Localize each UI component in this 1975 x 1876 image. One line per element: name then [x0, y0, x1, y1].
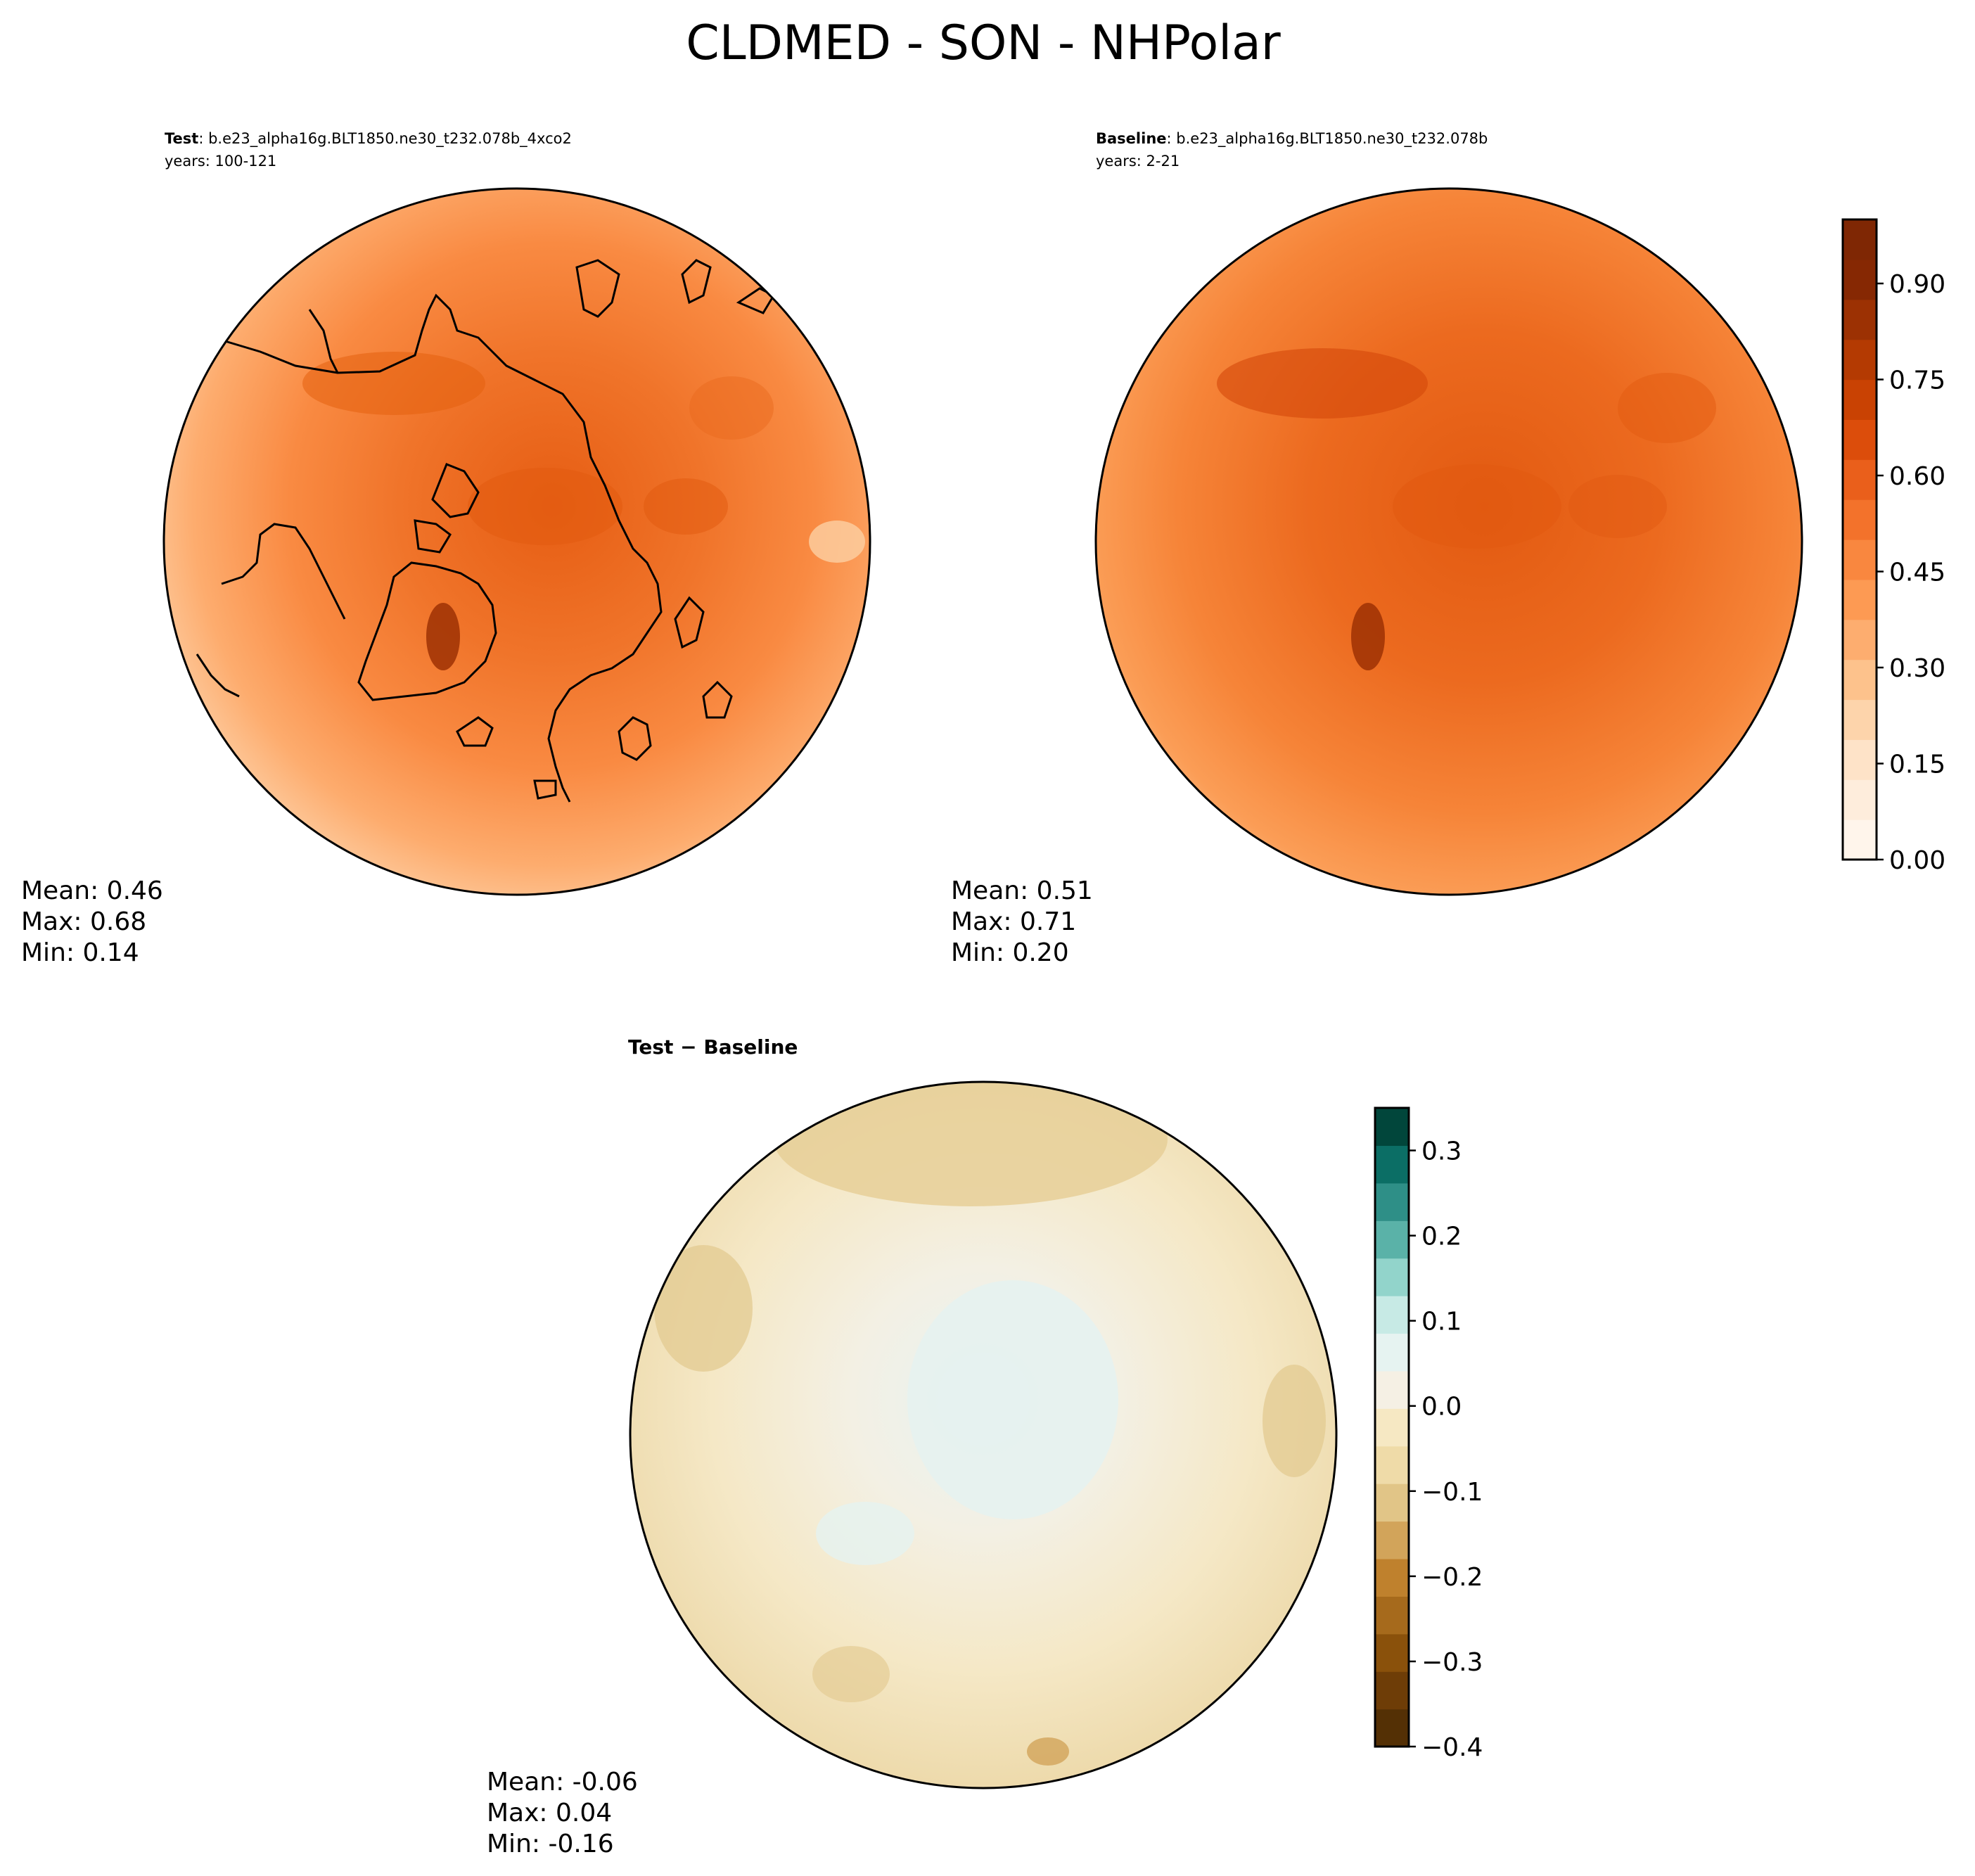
main-colorbar-tick-label: 0.00 — [1889, 846, 1945, 875]
difference-colorbar-segment — [1375, 1108, 1409, 1147]
difference-colorbar-segment — [1375, 1709, 1409, 1747]
difference-colorbar-segment — [1375, 1446, 1409, 1484]
main-colorbar-segment — [1843, 699, 1877, 740]
main-colorbar-segment — [1843, 299, 1877, 340]
difference-colorbar-frame — [1374, 1106, 1410, 1748]
baseline-label: Baseline — [1096, 130, 1167, 147]
main-colorbar-segment — [1843, 659, 1877, 701]
difference-colorbar-tick-label: 0.3 — [1421, 1137, 1462, 1166]
main-colorbar-frame — [1841, 218, 1878, 861]
difference-colorbar-tick-label: 0.0 — [1421, 1393, 1462, 1422]
baseline-max: Max: 0.71 — [951, 907, 1076, 936]
main-colorbar-tick-label: 0.75 — [1889, 366, 1945, 395]
test-max: Max: 0.68 — [21, 907, 146, 936]
baseline-panel: Baseline: b.e23_alpha16g.BLT1850.ne30_t2… — [951, 130, 1803, 967]
main-colorbar-segment — [1843, 379, 1877, 420]
main-colorbar-segment — [1843, 259, 1877, 300]
difference-colorbar-segment — [1375, 1182, 1409, 1221]
difference-colorbar-tick-label: −0.4 — [1421, 1733, 1483, 1762]
test-map-field — [164, 189, 870, 895]
main-colorbar-segment — [1843, 819, 1877, 860]
baseline-case-name: : b.e23_alpha16g.BLT1850.ne30_t232.078b — [1167, 130, 1488, 148]
main-colorbar-segment — [1843, 459, 1877, 500]
difference-colorbar-segment — [1375, 1333, 1409, 1372]
difference-colorbar-segment — [1375, 1558, 1409, 1597]
difference-panel: Test − Baseline — [487, 1035, 1338, 1858]
main-colorbar-tick-label: 0.30 — [1889, 654, 1945, 683]
main-colorbar-tick-label: 0.90 — [1889, 270, 1945, 299]
baseline-map-boundary — [1094, 187, 1803, 896]
difference-map-field — [630, 1082, 1336, 1788]
test-label: Test — [165, 130, 198, 147]
main-colorbar-tick-label: 0.45 — [1889, 559, 1945, 587]
baseline-mean: Mean: 0.51 — [951, 876, 1093, 905]
difference-colorbar-tick-label: −0.3 — [1421, 1648, 1483, 1677]
difference-colorbar-segment — [1375, 1145, 1409, 1184]
main-colorbar-segment — [1843, 499, 1877, 540]
main-colorbar-segment — [1843, 619, 1877, 661]
main-colorbar-tick-label: 0.60 — [1889, 462, 1945, 491]
difference-mean: Mean: -0.06 — [487, 1768, 638, 1797]
test-coastlines — [196, 259, 776, 803]
baseline-run-label: Baseline: b.e23_alpha16g.BLT1850.ne30_t2… — [1096, 130, 1488, 148]
main-colorbar-segment — [1843, 339, 1877, 381]
main-colorbar-segment — [1843, 540, 1877, 580]
difference-colorbar-segment — [1375, 1596, 1409, 1635]
test-min: Min: 0.14 — [21, 938, 139, 967]
main-colorbar-segment — [1843, 779, 1877, 820]
test-map-boundary — [162, 187, 871, 896]
test-mean: Mean: 0.46 — [21, 876, 163, 905]
difference-colorbar-segment — [1375, 1671, 1409, 1710]
main-colorbar-tick-label: 0.15 — [1889, 751, 1945, 779]
main-colorbar-segment — [1843, 419, 1877, 460]
difference-min: Min: -0.16 — [487, 1830, 614, 1858]
main-colorbar-segment — [1843, 219, 1877, 260]
baseline-years: years: 2-21 — [1096, 153, 1180, 170]
difference-title: Test − Baseline — [628, 1035, 798, 1059]
difference-colorbar-segment — [1375, 1483, 1409, 1522]
difference-colorbar-segment — [1375, 1521, 1409, 1559]
difference-colorbar-segment — [1375, 1370, 1409, 1409]
test-panel: Test: b.e23_alpha16g.BLT1850.ne30_t232.0… — [21, 130, 871, 967]
difference-colorbar: 0.3 0.2 0.1 0.0 −0.1 −0.2 −0.3 −0.4 — [1374, 1106, 1483, 1762]
test-case-name: : b.e23_alpha16g.BLT1850.ne30_t232.078b_… — [198, 130, 572, 148]
main-colorbar-segment — [1843, 739, 1877, 780]
difference-colorbar-tick-label: 0.1 — [1421, 1308, 1462, 1336]
difference-map-boundary — [629, 1080, 1338, 1789]
difference-colorbar-segment — [1375, 1408, 1409, 1447]
main-colorbar: 0.00 0.15 0.30 0.45 0.60 0.75 0.90 — [1841, 218, 1945, 875]
main-colorbar-segment — [1843, 579, 1877, 620]
difference-colorbar-segment — [1375, 1296, 1409, 1334]
baseline-min: Min: 0.20 — [951, 938, 1069, 967]
test-run-label: Test: b.e23_alpha16g.BLT1850.ne30_t232.0… — [165, 130, 572, 148]
difference-colorbar-tick-label: −0.2 — [1421, 1563, 1483, 1592]
difference-colorbar-segment — [1375, 1633, 1409, 1672]
difference-max: Max: 0.04 — [487, 1799, 612, 1827]
test-years: years: 100-121 — [165, 153, 276, 170]
difference-colorbar-segment — [1375, 1258, 1409, 1296]
difference-colorbar-tick-label: 0.2 — [1421, 1223, 1462, 1251]
difference-colorbar-segment — [1375, 1220, 1409, 1259]
difference-colorbar-tick-label: −0.1 — [1421, 1478, 1483, 1507]
figure-title: CLDMED - SON - NHPolar — [686, 15, 1281, 71]
baseline-map-field — [1096, 189, 1802, 895]
